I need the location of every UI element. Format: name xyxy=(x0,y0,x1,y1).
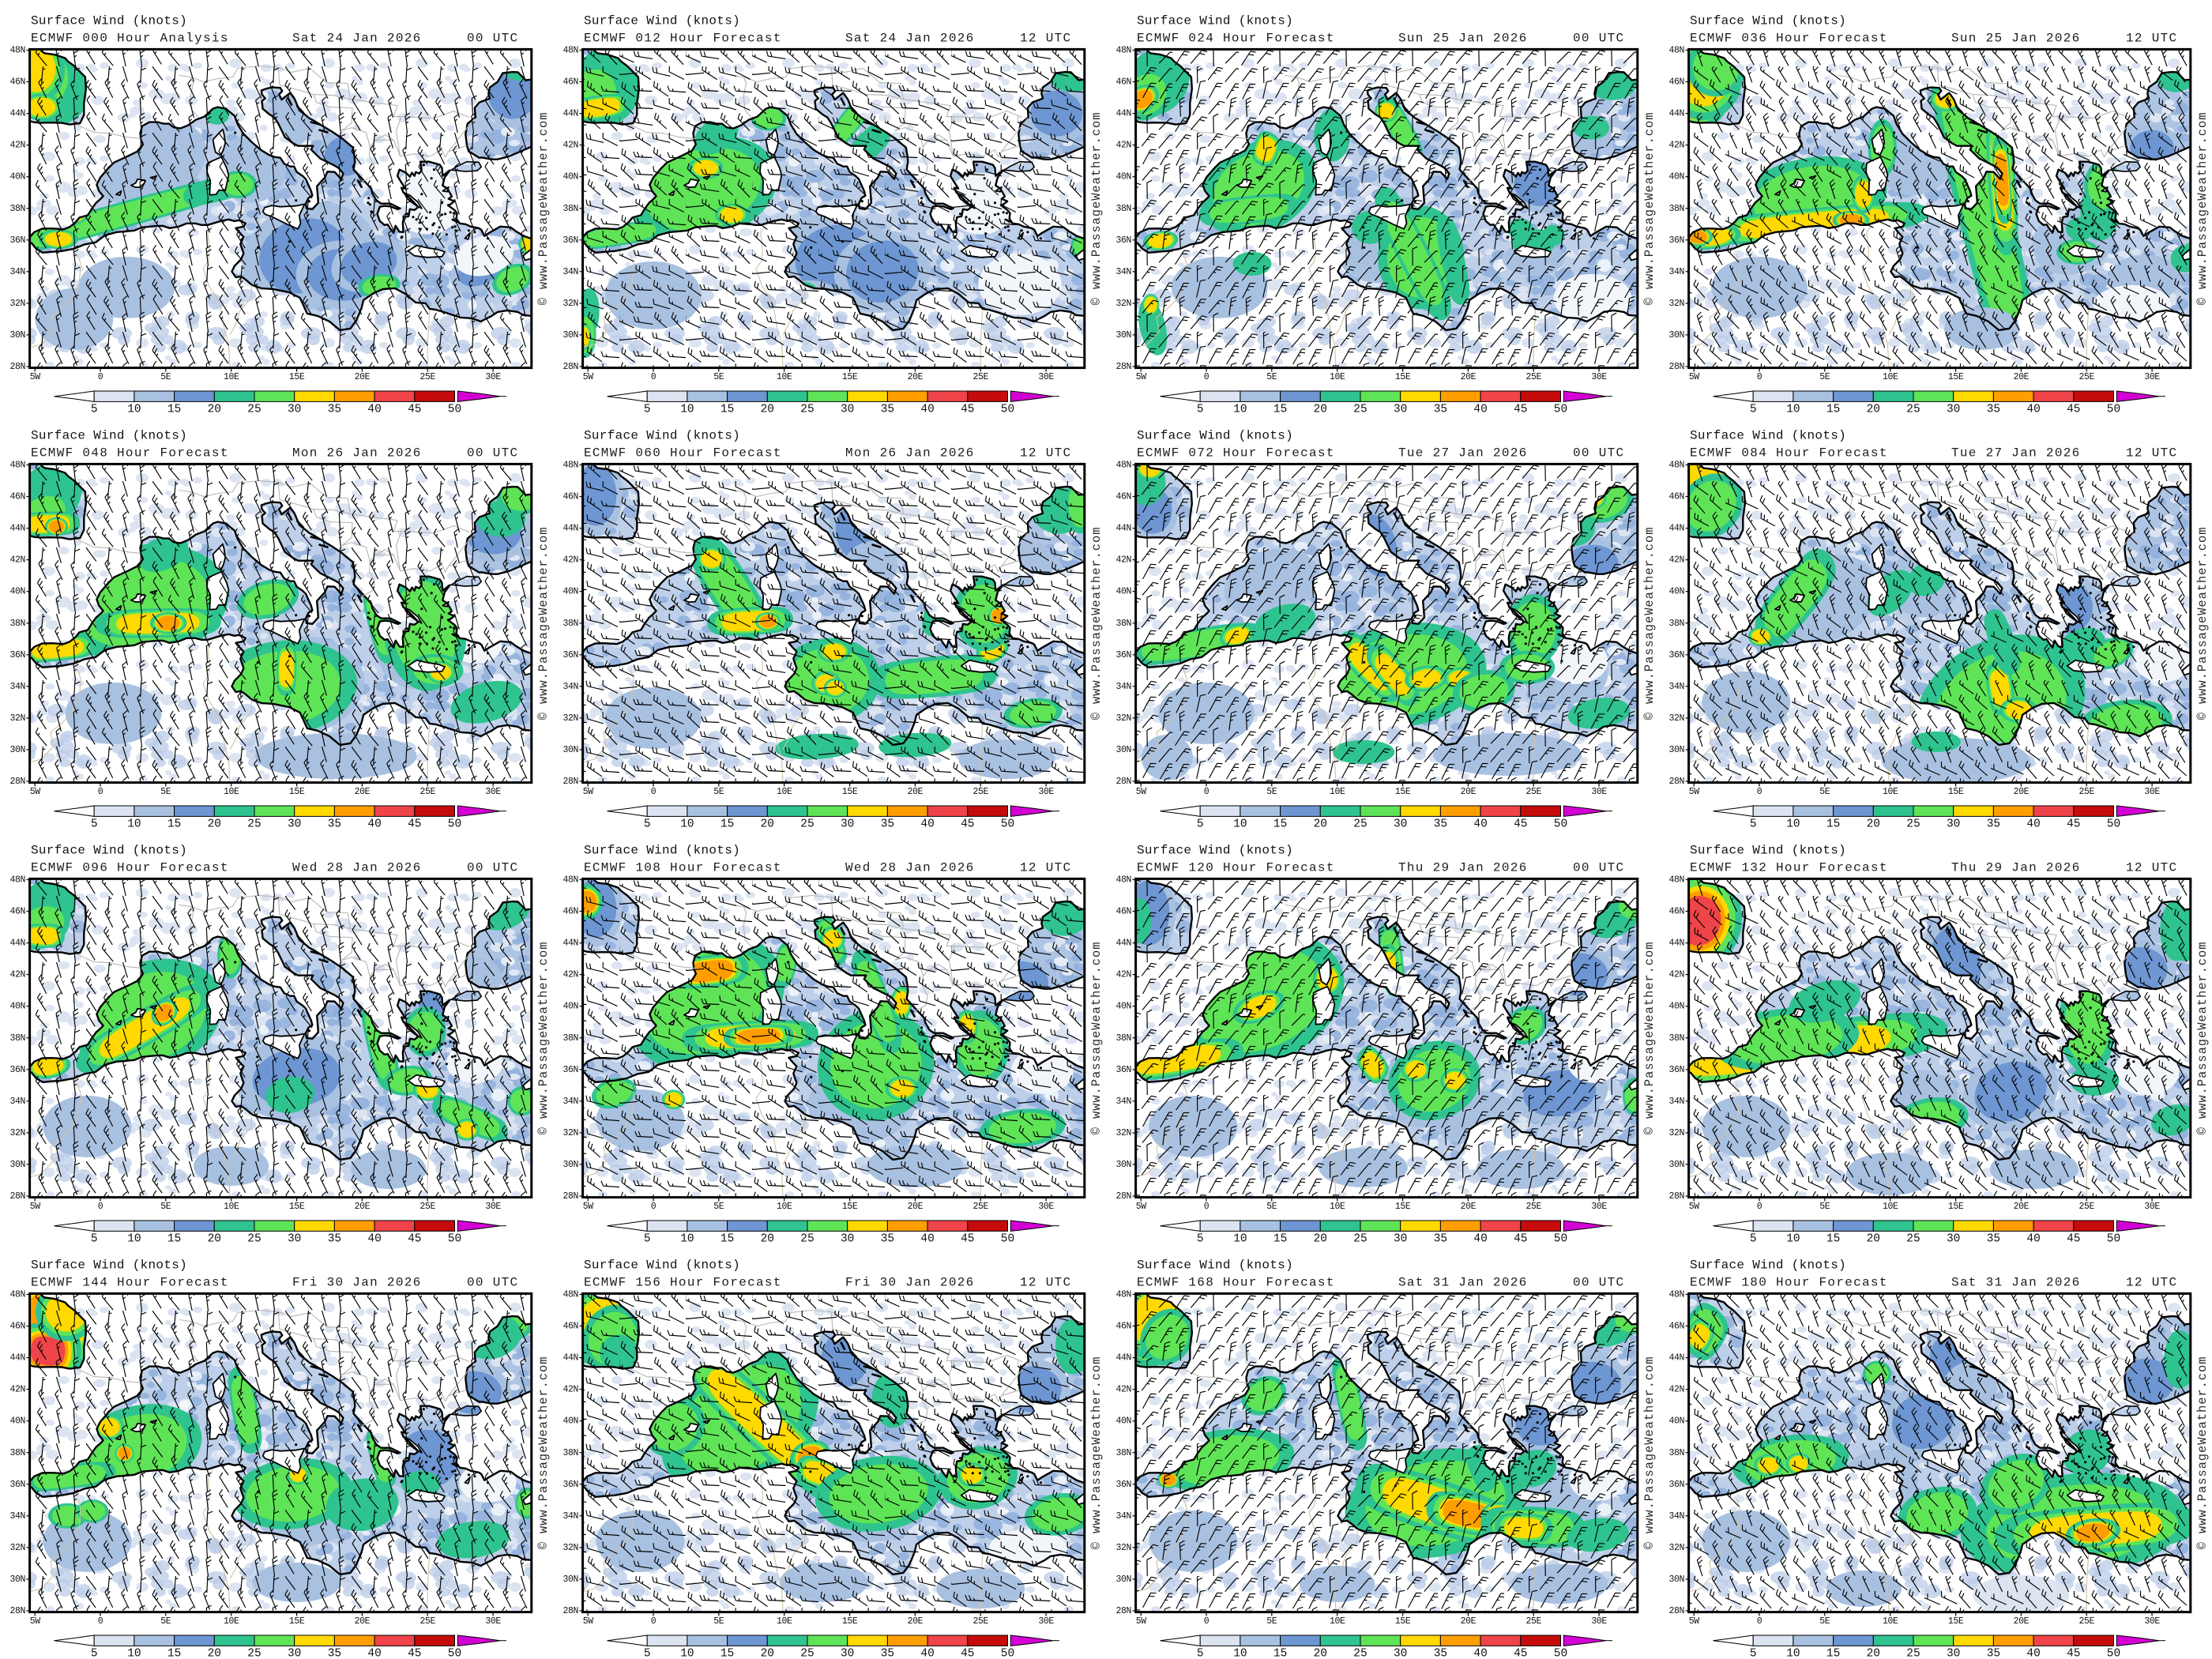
svg-text:Sun 25 Jan 2026: Sun 25 Jan 2026 xyxy=(1398,32,1528,46)
svg-text:00 UTC: 00 UTC xyxy=(1573,32,1624,46)
svg-text:12 UTC: 12 UTC xyxy=(1020,861,1071,875)
svg-text:00 UTC: 00 UTC xyxy=(1573,446,1624,461)
svg-text:12 UTC: 12 UTC xyxy=(2126,861,2177,875)
svg-text:00 UTC: 00 UTC xyxy=(467,32,518,46)
svg-text:ECMWF 072 Hour Forecast: ECMWF 072 Hour Forecast xyxy=(1137,446,1335,461)
svg-text:ECMWF 168 Hour Forecast: ECMWF 168 Hour Forecast xyxy=(1137,1276,1335,1290)
svg-text:ECMWF 036 Hour Forecast: ECMWF 036 Hour Forecast xyxy=(1690,32,1888,46)
svg-text:00 UTC: 00 UTC xyxy=(1573,861,1624,875)
svg-text:ECMWF 096 Hour Forecast: ECMWF 096 Hour Forecast xyxy=(31,861,229,875)
svg-text:12 UTC: 12 UTC xyxy=(2126,1276,2177,1290)
svg-text:ECMWF 060 Hour Forecast: ECMWF 060 Hour Forecast xyxy=(584,446,782,461)
svg-text:00 UTC: 00 UTC xyxy=(467,446,518,461)
svg-text:Sat 31 Jan 2026: Sat 31 Jan 2026 xyxy=(1951,1276,2081,1290)
svg-text:00 UTC: 00 UTC xyxy=(467,861,518,875)
svg-text:Mon 26 Jan 2026: Mon 26 Jan 2026 xyxy=(845,446,975,461)
svg-text:ECMWF 108 Hour Forecast: ECMWF 108 Hour Forecast xyxy=(584,861,782,875)
svg-text:Wed 28 Jan 2026: Wed 28 Jan 2026 xyxy=(292,861,422,875)
svg-text:ECMWF 180 Hour Forecast: ECMWF 180 Hour Forecast xyxy=(1690,1276,1888,1290)
svg-text:Thu 29 Jan 2026: Thu 29 Jan 2026 xyxy=(1398,861,1528,875)
svg-text:ECMWF 156 Hour Forecast: ECMWF 156 Hour Forecast xyxy=(584,1276,782,1290)
svg-text:ECMWF 132 Hour Forecast: ECMWF 132 Hour Forecast xyxy=(1690,861,1888,875)
svg-text:12 UTC: 12 UTC xyxy=(1020,446,1071,461)
svg-text:12 UTC: 12 UTC xyxy=(2126,32,2177,46)
svg-text:ECMWF 084 Hour Forecast: ECMWF 084 Hour Forecast xyxy=(1690,446,1888,461)
svg-text:Fri 30 Jan 2026: Fri 30 Jan 2026 xyxy=(292,1276,422,1290)
svg-text:Tue 27 Jan 2026: Tue 27 Jan 2026 xyxy=(1951,446,2081,461)
svg-text:ECMWF 024 Hour Forecast: ECMWF 024 Hour Forecast xyxy=(1137,32,1335,46)
svg-text:12 UTC: 12 UTC xyxy=(1020,32,1071,46)
svg-text:Sun 25 Jan 2026: Sun 25 Jan 2026 xyxy=(1951,32,2081,46)
svg-text:12 UTC: 12 UTC xyxy=(1020,1276,1071,1290)
svg-text:00 UTC: 00 UTC xyxy=(467,1276,518,1290)
svg-text:Sat 31 Jan 2026: Sat 31 Jan 2026 xyxy=(1398,1276,1528,1290)
svg-text:Sat 24 Jan 2026: Sat 24 Jan 2026 xyxy=(292,32,422,46)
svg-text:ECMWF 012 Hour Forecast: ECMWF 012 Hour Forecast xyxy=(584,32,782,46)
svg-text:ECMWF 120 Hour Forecast: ECMWF 120 Hour Forecast xyxy=(1137,861,1335,875)
svg-text:ECMWF 000 Hour Analysis: ECMWF 000 Hour Analysis xyxy=(31,32,229,46)
svg-text:Sat 24 Jan 2026: Sat 24 Jan 2026 xyxy=(845,32,975,46)
svg-text:12 UTC: 12 UTC xyxy=(2126,446,2177,461)
svg-text:Thu 29 Jan 2026: Thu 29 Jan 2026 xyxy=(1951,861,2081,875)
svg-text:ECMWF 144 Hour Forecast: ECMWF 144 Hour Forecast xyxy=(31,1276,229,1290)
svg-text:ECMWF 048 Hour Forecast: ECMWF 048 Hour Forecast xyxy=(31,446,229,461)
svg-text:Fri 30 Jan 2026: Fri 30 Jan 2026 xyxy=(845,1276,975,1290)
svg-text:Wed 28 Jan 2026: Wed 28 Jan 2026 xyxy=(845,861,975,875)
svg-text:Mon 26 Jan 2026: Mon 26 Jan 2026 xyxy=(292,446,422,461)
svg-text:Tue 27 Jan 2026: Tue 27 Jan 2026 xyxy=(1398,446,1528,461)
svg-text:00 UTC: 00 UTC xyxy=(1573,1276,1624,1290)
